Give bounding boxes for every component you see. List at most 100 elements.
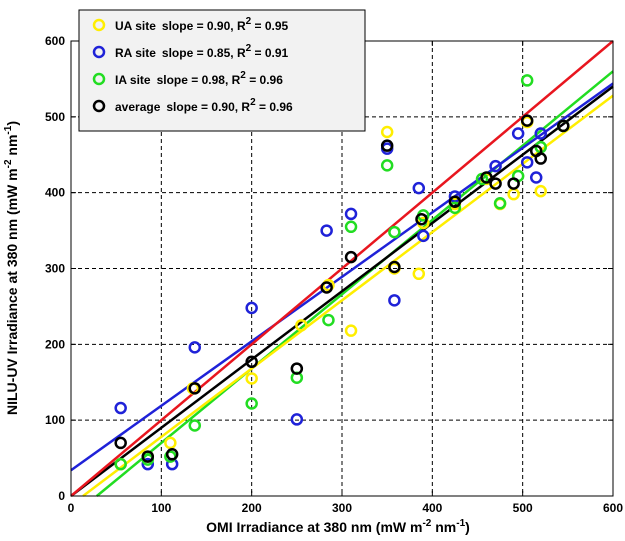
point-ra-site — [529, 171, 543, 184]
y-tick-label: 600 — [45, 34, 65, 48]
x-axis-label: OMI Irradiance at 380 nm (mW m-2 nm-1) — [206, 518, 470, 535]
legend-r2: = 0.96 — [256, 100, 293, 114]
point-ia-site — [493, 197, 507, 210]
x-tick-label: 500 — [513, 501, 533, 515]
y-tick-label: 200 — [45, 337, 65, 351]
fit-line-ia-site — [96, 70, 614, 497]
legend-marker-ra-site — [92, 45, 106, 59]
fit-line-ra-site — [70, 82, 614, 472]
x-tick-label: 400 — [422, 501, 442, 515]
x-tick-label: 600 — [603, 501, 623, 515]
x-axis-label-sup1: -2 — [422, 518, 431, 529]
point-ia-site — [188, 419, 202, 432]
point-average — [380, 139, 394, 152]
point-ra-site — [290, 413, 304, 426]
point-ia-site — [388, 225, 401, 239]
point-ra-site — [245, 301, 258, 315]
point-ra-site — [141, 457, 155, 471]
y-tick-label: 300 — [45, 262, 65, 276]
legend-entry-ra-site: RA site slope = 0.85, R2 = 0.91 — [115, 43, 289, 60]
point-average — [114, 436, 127, 450]
point-average — [489, 177, 502, 190]
legend-box — [78, 9, 366, 132]
point-ra-site — [534, 127, 547, 140]
point-ia-site — [322, 313, 335, 327]
point-ia-site — [114, 457, 127, 471]
point-average — [534, 152, 547, 165]
legend-name: UA site — [115, 19, 156, 33]
point-ra-site — [417, 229, 430, 243]
legend-r2: = 0.91 — [251, 46, 288, 60]
point-ra-site — [320, 224, 333, 237]
point-average — [141, 450, 155, 463]
legend-entry-ia-site: IA site slope = 0.98, R2 = 0.96 — [115, 70, 283, 87]
point-ia-site — [380, 159, 394, 172]
point-average — [388, 260, 401, 274]
x-axis-label-sup2: -1 — [456, 518, 465, 529]
y-axis-label-mid: nm — [4, 135, 20, 160]
legend-sup: 2 — [246, 43, 252, 54]
legend-name: IA site — [115, 73, 151, 87]
point-average — [520, 114, 534, 127]
fit-line-ua-site — [82, 94, 614, 497]
data-points — [114, 74, 570, 471]
point-average — [415, 212, 428, 226]
point-average — [507, 177, 520, 190]
point-ia-site — [344, 220, 358, 234]
x-tick-label: 100 — [151, 501, 171, 515]
legend-sup: 2 — [250, 97, 256, 108]
legend-entry-average: average slope = 0.90, R2 = 0.96 — [115, 97, 293, 114]
point-ia-site — [448, 201, 462, 215]
point-average — [188, 382, 202, 395]
legend-stats: slope = 0.85, R — [162, 46, 246, 60]
point-ra-site — [388, 294, 401, 307]
x-axis-label-mid: nm — [431, 519, 456, 535]
point-ua-site — [164, 436, 177, 450]
point-average — [245, 355, 258, 369]
y-axis-label-end: ) — [4, 121, 20, 126]
point-ua-site — [380, 125, 394, 139]
y-tick-label: 100 — [45, 413, 65, 427]
y-axis-label-main: NILU-UV Irradiance at 380 nm (mW m — [4, 168, 20, 415]
y-tick-label: 500 — [45, 110, 65, 124]
legend-sup: 2 — [246, 16, 252, 27]
x-tick-label: 0 — [68, 501, 75, 515]
legend-marker-ua-site — [92, 18, 106, 32]
legend-stats: slope = 0.98, R — [157, 73, 241, 87]
point-ia-site — [245, 397, 258, 410]
legend-stats: slope = 0.90, R — [162, 19, 246, 33]
point-ra-site — [188, 341, 202, 354]
point-ra-site — [511, 127, 525, 140]
legend-sup: 2 — [240, 70, 246, 81]
point-ra-site — [489, 159, 502, 173]
y-axis-label-sup2: -1 — [3, 125, 14, 134]
point-average — [480, 171, 493, 184]
y-tick-label: 0 — [58, 489, 65, 503]
point-ra-site — [448, 190, 462, 203]
x-tick-label: 200 — [242, 501, 262, 515]
x-axis-label-main: OMI Irradiance at 380 nm (mW m — [206, 519, 422, 535]
point-ra-site — [412, 181, 426, 195]
point-average — [165, 448, 179, 461]
fit-line-average — [70, 85, 614, 497]
y-tick-label: 400 — [45, 186, 65, 200]
y-axis-label: NILU-UV Irradiance at 380 nm (mW m-2 nm-… — [3, 121, 20, 415]
fit-lines — [70, 40, 614, 497]
point-ra-site — [344, 207, 358, 221]
point-ua-site — [295, 319, 308, 332]
legend-entry-ua-site: UA site slope = 0.90, R2 = 0.95 — [115, 16, 289, 33]
point-average — [344, 250, 358, 264]
legend-name: average — [115, 100, 161, 114]
point-ra-site — [520, 156, 534, 169]
point-ia-site — [164, 450, 177, 463]
point-ua-site — [412, 267, 426, 281]
point-average — [290, 362, 304, 375]
point-ra-site — [114, 401, 127, 415]
point-average — [448, 195, 462, 209]
legend-name: RA site — [115, 46, 156, 60]
legend-r2: = 0.95 — [251, 19, 288, 33]
legend-r2: = 0.96 — [246, 73, 283, 87]
point-ia-site — [520, 74, 534, 87]
